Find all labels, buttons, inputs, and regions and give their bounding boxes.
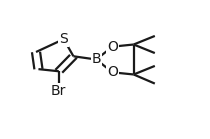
- Text: O: O: [107, 65, 118, 79]
- Text: O: O: [107, 40, 118, 54]
- Text: S: S: [59, 32, 68, 46]
- Text: Br: Br: [51, 84, 67, 98]
- Text: B: B: [91, 53, 101, 66]
